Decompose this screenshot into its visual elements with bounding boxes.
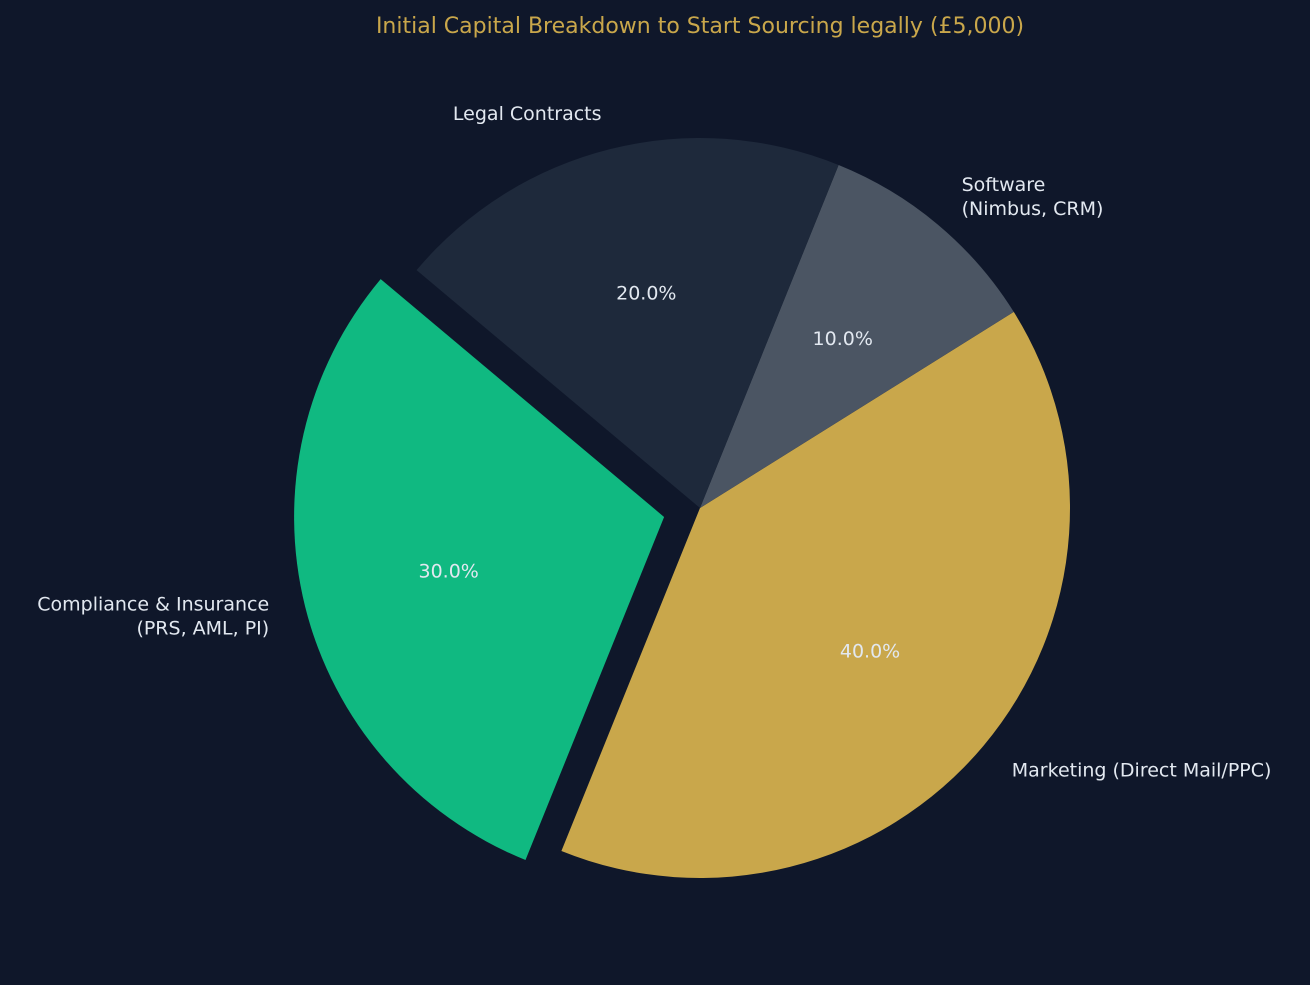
pie-slice bbox=[561, 311, 1070, 879]
slice-percent-label: 20.0% bbox=[616, 283, 676, 305]
pie-slice bbox=[700, 164, 1014, 509]
slice-category-label-line: (Nimbus, CRM) bbox=[962, 198, 1104, 220]
slice-category-label-line: Compliance & Insurance bbox=[37, 593, 269, 615]
slice-category-label: Marketing (Direct Mail/PPC) bbox=[1012, 760, 1272, 782]
slice-category-label-line: Marketing (Direct Mail/PPC) bbox=[1012, 760, 1272, 782]
pie-slice bbox=[416, 137, 839, 508]
slice-category-label-line: (PRS, AML, PI) bbox=[136, 617, 269, 639]
pie-labels: 30.0% Compliance & Insurance (PRS, AML, PI… bbox=[37, 103, 1271, 782]
slice-percent-label: 10.0% bbox=[813, 328, 873, 350]
pie-slice bbox=[294, 279, 665, 861]
slice-category-label-line: Software bbox=[962, 174, 1046, 196]
pie-slices bbox=[294, 137, 1070, 879]
slice-category-label: Software (Nimbus, CRM) bbox=[962, 174, 1104, 220]
slice-category-label: Compliance & Insurance (PRS, AML, PI) bbox=[37, 593, 269, 639]
chart-title: Initial Capital Breakdown to Start Sourc… bbox=[376, 14, 1024, 39]
slice-category-label: Legal Contracts bbox=[453, 103, 602, 125]
slice-percent-label: 30.0% bbox=[419, 561, 479, 583]
slice-percent-label: 40.0% bbox=[840, 641, 900, 663]
slice-category-label-line: Legal Contracts bbox=[453, 103, 602, 125]
